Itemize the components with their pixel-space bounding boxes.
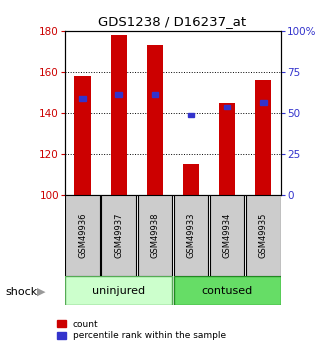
- Bar: [188, 113, 194, 117]
- Bar: [210, 195, 245, 276]
- Bar: [246, 195, 281, 276]
- Text: uninjured: uninjured: [92, 286, 145, 296]
- Bar: [174, 195, 208, 276]
- Legend: count, percentile rank within the sample: count, percentile rank within the sample: [58, 320, 226, 341]
- Text: GSM49933: GSM49933: [186, 213, 196, 258]
- Text: GSM49934: GSM49934: [223, 213, 232, 258]
- Bar: [260, 100, 266, 105]
- Text: GDS1238 / D16237_at: GDS1238 / D16237_at: [98, 16, 246, 29]
- Bar: [152, 92, 158, 97]
- Text: ▶: ▶: [37, 287, 46, 296]
- Text: GSM49938: GSM49938: [150, 213, 160, 258]
- Text: GSM49937: GSM49937: [114, 213, 123, 258]
- Bar: [79, 96, 86, 101]
- Bar: [224, 105, 230, 109]
- Bar: [174, 276, 281, 305]
- Bar: [183, 164, 199, 195]
- Text: GSM49936: GSM49936: [78, 213, 87, 258]
- Bar: [219, 103, 235, 195]
- Text: shock: shock: [5, 287, 37, 296]
- Bar: [255, 80, 271, 195]
- Bar: [111, 35, 127, 195]
- Bar: [147, 46, 163, 195]
- Bar: [65, 276, 172, 305]
- Text: contused: contused: [202, 286, 253, 296]
- Bar: [138, 195, 172, 276]
- Bar: [74, 76, 91, 195]
- Bar: [116, 92, 122, 97]
- Bar: [101, 195, 136, 276]
- Bar: [65, 195, 100, 276]
- Text: GSM49935: GSM49935: [259, 213, 268, 258]
